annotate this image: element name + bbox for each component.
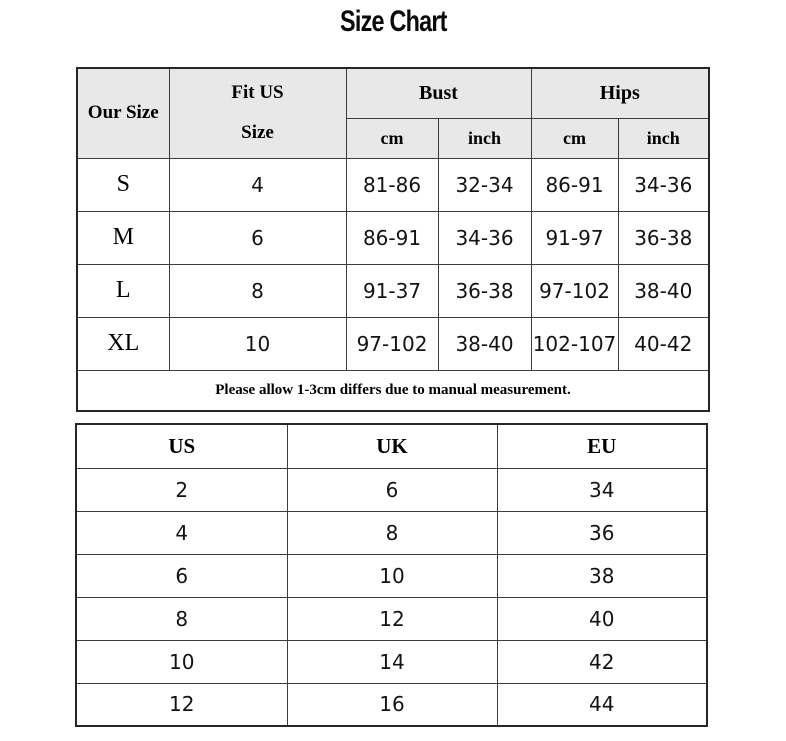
eu-cell: 42 [496, 639, 708, 684]
header-fit-us-line1: Fit US [231, 82, 284, 104]
size-table-header-row-1: Our Size Fit US Size Bust Hips [76, 67, 710, 159]
bust-inch-cell: 32-34 [437, 157, 532, 212]
bust-cm-cell: 81-86 [345, 157, 439, 212]
fit-us-size-cell: 10 [168, 316, 347, 371]
header-our-size: Our Size [76, 67, 170, 159]
us-cell: 8 [75, 596, 288, 641]
uk-cell: 16 [286, 682, 498, 727]
eu-cell: 34 [496, 467, 708, 512]
conversion-row: 8 12 40 [75, 596, 708, 641]
us-cell: 10 [75, 639, 288, 684]
header-fit-us-size: Fit US Size [168, 67, 347, 159]
hips-cm-cell: 86-91 [530, 157, 619, 212]
size-row-s: S 4 81-86 32-34 86-91 34-36 [76, 157, 710, 212]
uk-cell: 8 [286, 510, 498, 555]
hips-inch-cell: 34-36 [617, 157, 710, 212]
header-bust-inch: inch [437, 117, 532, 159]
uk-cell: 10 [286, 553, 498, 598]
eu-cell: 40 [496, 596, 708, 641]
uk-cell: 6 [286, 467, 498, 512]
fit-us-size-cell: 6 [168, 210, 347, 265]
page-title-text: Size Chart [339, 5, 447, 38]
size-conversion-table: US UK EU 2 6 34 4 8 36 6 10 38 8 12 40 1… [75, 423, 708, 727]
fit-us-size-cell: 8 [168, 263, 347, 318]
conversion-row: 10 14 42 [75, 639, 708, 684]
eu-cell: 36 [496, 510, 708, 555]
us-cell: 12 [75, 682, 288, 727]
conversion-header-row: US UK EU [75, 423, 708, 469]
bust-cm-cell: 97-102 [345, 316, 439, 371]
uk-cell: 14 [286, 639, 498, 684]
uk-cell: 12 [286, 596, 498, 641]
hips-inch-cell: 40-42 [617, 316, 710, 371]
eu-cell: 38 [496, 553, 708, 598]
size-row-xl: XL 10 97-102 38-40 102-107 40-42 [76, 316, 710, 371]
size-measurement-table: Our Size Fit US Size Bust Hips cm inch c… [76, 67, 710, 412]
fit-us-size-cell: 4 [168, 157, 347, 212]
us-cell: 6 [75, 553, 288, 598]
our-size-cell: M [76, 210, 170, 265]
header-bust: Bust [345, 67, 532, 119]
bust-cm-cell: 91-37 [345, 263, 439, 318]
size-row-l: L 8 91-37 36-38 97-102 38-40 [76, 263, 710, 318]
bust-cm-cell: 86-91 [345, 210, 439, 265]
page-title: Size Chart [0, 5, 786, 39]
header-hips: Hips [530, 67, 710, 119]
hips-cm-cell: 102-107 [530, 316, 619, 371]
header-fit-us-line2: Size [241, 122, 274, 144]
us-cell: 4 [75, 510, 288, 555]
conversion-row: 4 8 36 [75, 510, 708, 555]
hips-inch-cell: 38-40 [617, 263, 710, 318]
hips-inch-cell: 36-38 [617, 210, 710, 265]
size-row-m: M 6 86-91 34-36 91-97 36-38 [76, 210, 710, 265]
header-hips-cm: cm [530, 117, 619, 159]
measurement-note: Please allow 1-3cm differs due to manual… [76, 369, 710, 412]
size-table-header-row-2: cm inch cm inch [77, 117, 710, 159]
header-eu: EU [496, 423, 708, 469]
our-size-cell: S [76, 157, 170, 212]
bust-inch-cell: 36-38 [437, 263, 532, 318]
header-bust-cm: cm [345, 117, 439, 159]
bust-inch-cell: 34-36 [437, 210, 532, 265]
hips-cm-cell: 91-97 [530, 210, 619, 265]
bust-inch-cell: 38-40 [437, 316, 532, 371]
conversion-row: 6 10 38 [75, 553, 708, 598]
conversion-row: 12 16 44 [75, 682, 708, 727]
conversion-row: 2 6 34 [75, 467, 708, 512]
header-uk: UK [286, 423, 498, 469]
our-size-cell: L [76, 263, 170, 318]
our-size-cell: XL [76, 316, 170, 371]
note-row: Please allow 1-3cm differs due to manual… [76, 369, 710, 412]
header-us: US [75, 423, 288, 469]
eu-cell: 44 [496, 682, 708, 727]
hips-cm-cell: 97-102 [530, 263, 619, 318]
header-hips-inch: inch [617, 117, 710, 159]
us-cell: 2 [75, 467, 288, 512]
